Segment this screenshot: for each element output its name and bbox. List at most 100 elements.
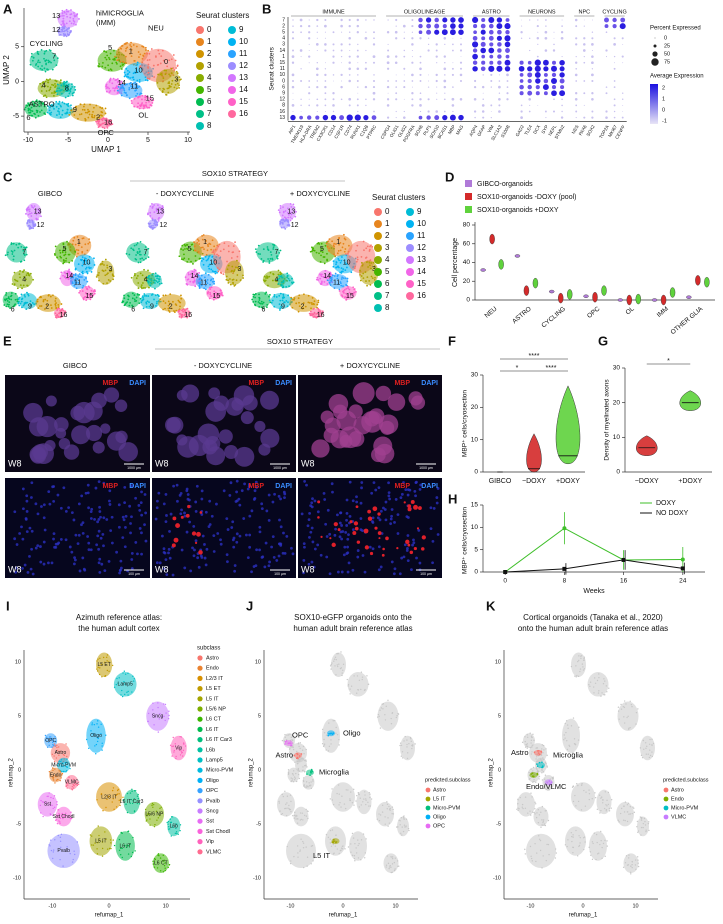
cell-dot [579,668,582,670]
cell-dot [101,263,104,265]
cell-dot [85,738,88,741]
cell-dot [330,668,332,670]
expression-dot [348,67,351,71]
cell-dot [68,273,70,275]
y-tick-label: 16 [279,109,285,115]
cell-dot [86,293,89,295]
mbp-signal [369,551,374,556]
cell-dot [28,224,31,227]
nucleus [260,507,264,511]
gene-label: TOP2A [598,124,610,139]
nucleus [183,511,186,515]
cell-dot [287,219,290,222]
expression-dot [356,49,359,52]
cell-dot [365,256,368,259]
cell-dot [138,251,141,253]
nucleus [194,500,198,504]
cell-dot [366,261,368,264]
cell-dot [635,723,637,725]
cell-dot [58,307,61,310]
cell-dot [127,72,129,75]
cell-dot [629,727,631,729]
cell-dot [360,255,363,258]
y-tick-label: 15 [279,60,285,66]
cell-dot [354,843,356,845]
cell-dot [302,777,305,779]
cell-dot [61,113,64,116]
expression-dot [348,104,351,107]
expression-dot [528,98,531,101]
cell-dot [29,212,31,215]
cell-dot [280,284,283,287]
nucleus [325,535,329,538]
cell-dot [387,699,389,701]
expression-dot [348,55,351,58]
cell-dot [315,251,318,254]
expression-dot [552,110,556,113]
cell-dot [91,113,94,116]
cell-dot [230,257,233,259]
cell-dot [178,84,180,87]
expression-dot [316,49,318,52]
cell-dot [54,245,57,248]
expression-dot [452,86,454,88]
cell-dot [272,243,274,246]
cell-dot [172,745,175,747]
expression-dot [411,98,414,101]
cell-dot [80,259,83,262]
group-header: NPC [578,9,590,15]
cell-dot [109,68,112,71]
nucleus [270,545,274,549]
cell-dot [262,261,265,263]
cell-dot [55,90,58,93]
cell-dot [278,275,280,277]
cell-dot [51,92,53,94]
organoid [328,393,349,414]
cell-dot [173,310,175,312]
nucleus [398,572,402,576]
cell-dot [131,790,133,793]
cell-dot [10,298,13,301]
legend-label: Vip [206,839,214,845]
nucleus [252,498,256,501]
expression-dot [419,73,422,76]
nucleus [396,513,400,517]
expression-dot [418,30,423,35]
cell-dot [80,276,83,278]
expression-dot [292,80,294,82]
cell-dot [167,866,169,869]
expression-dot [545,19,547,21]
legend-swatch [228,86,236,94]
cell-dot [50,849,53,852]
cell-dot [159,298,162,301]
cell-dot [330,279,333,282]
cell-dot [588,684,590,686]
cell-dot [97,65,100,67]
legend-swatch [197,777,203,784]
cell-dot [292,772,294,775]
nucleus [97,480,101,484]
cell-dot [268,275,271,278]
cell-dot [341,276,344,279]
cell-dot [344,807,347,810]
cell-dot [408,829,410,832]
cell-dot [23,259,26,262]
expression-dot [559,90,566,97]
cell-dot [327,836,330,839]
cell-dot [153,226,156,229]
cell-dot [53,107,55,110]
cell-dot [596,679,599,682]
cell-dot [82,297,85,300]
cell-dot [201,235,204,237]
cell-dot [116,89,119,92]
cell-dot [97,658,99,660]
cell-dot [359,279,362,282]
cell-dot [116,63,118,65]
expression-dot [561,98,563,101]
cell-dot [293,298,295,301]
legend-swatch [197,808,203,814]
cell-dot [85,270,88,273]
nucleus [235,540,239,544]
legend-label: 25 [664,43,670,49]
cell-dot [307,817,309,820]
